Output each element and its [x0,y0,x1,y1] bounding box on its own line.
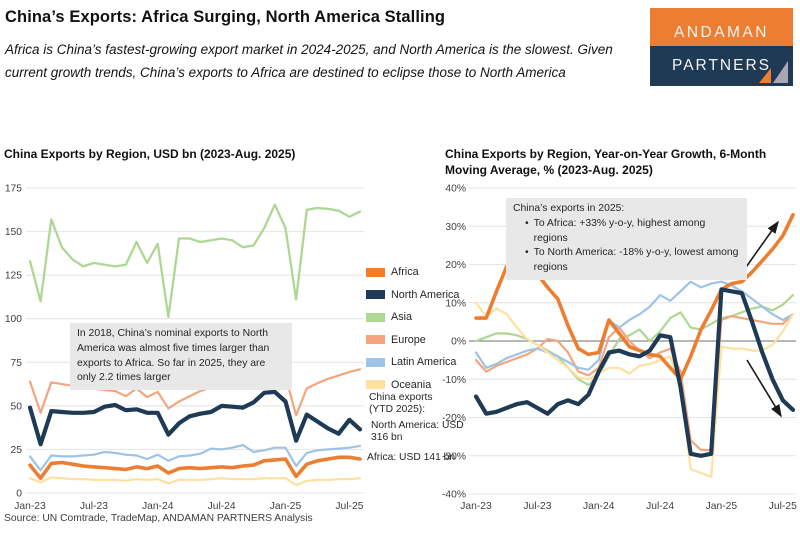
pct-chart-x-tick-label: Jul-23 [523,501,551,512]
pct-chart-y-tick-label: 20% [445,260,466,271]
usd-chart-line-africa [28,455,362,481]
pct-chart-y-tick-label: -20% [442,413,466,424]
right-annotation-bullet-north-america: • To North America: -18% y-o-y, lowest a… [513,246,740,276]
usd-chart-y-tick-label: 150 [5,227,22,238]
pct-chart-y-tick-label: 0% [451,337,466,348]
pct-chart-x-tick-label: Jan-24 [583,501,615,512]
legend-label: North America [391,288,460,301]
legend-label: Europe [391,333,426,346]
legend-label: Latin America [391,356,457,369]
legend-item-africa: Africa [366,261,459,284]
bullet-text: To North America: -18% y-o-y, lowest amo… [533,247,739,274]
bullet-icon: • [525,247,529,259]
usd-chart-y-tick-label: 125 [5,271,22,282]
pct-chart-y-tick-label: 10% [445,298,466,309]
right-chart-annotation-box: China’s exports in 2025: • To Africa: +3… [506,198,747,280]
pct-chart-x-tick-label: Jan-25 [706,501,738,512]
chart-legend: Africa North America Asia Europe Latin Ameri… [366,261,459,396]
legend-label: Oceania [391,378,432,391]
page-subtitle: Africa is China’s fastest-growing export… [5,42,613,80]
legend-item-europe: Europe [366,329,459,352]
pct-chart-y-tick-label: -10% [442,375,466,386]
pct-chart-x-tick-label: Jul-25 [769,501,797,512]
pct-chart-x-tick-label: Jul-24 [646,501,674,512]
andaman-partners-logo: ANDAMAN PARTNERS [650,8,793,86]
logo-partners-text: PARTNERS [672,57,771,74]
usd-chart-y-tick-label: 50 [11,401,23,412]
legend-swatch-north-america [366,290,385,300]
logo-wordmark-top: ANDAMAN [650,8,793,46]
pct-chart-line-latin-america [474,280,795,371]
africa-up-trend-arrow [743,220,779,271]
legend-swatch-oceania [366,380,385,390]
left-chart-title: China Exports by Region, USD bn (2023-Au… [4,147,296,161]
bullet-text: To Africa: +33% y-o-y, highest among reg… [533,217,706,244]
legend-item-asia: Asia [366,306,459,329]
legend-swatch-europe [366,335,385,345]
usd-chart-x-tick-label: Jan-24 [142,501,174,512]
legend-item-north-america: North America [366,284,459,307]
right-annotation-title: China’s exports in 2025: [513,203,625,214]
africa-ytd-value-label: Africa: USD 141 bn [367,452,456,463]
logo-wordmark-bottom: PARTNERS [650,46,793,86]
usd-chart-x-tick-label: Jul-24 [208,501,236,512]
legend-swatch-africa [366,267,385,277]
north-america-ytd-value-label: North America: USD 316 bn [371,420,464,443]
legend-label: Asia [391,311,413,324]
legend-swatch-asia [366,312,385,322]
pct-chart-y-tick-label: -30% [442,451,466,462]
pct-chart-x-tick-label: Jan-23 [460,501,492,512]
usd-chart-y-tick-label: 0 [16,489,22,500]
usd-chart-x-tick-label: Jan-25 [270,501,302,512]
usd-chart-y-tick-label: 75 [11,358,23,369]
pct-chart-line-oceania [474,301,795,478]
north-america-down-trend-arrow [746,359,782,418]
pct-chart-y-tick-label: 40% [445,184,466,195]
usd-chart-line-north-america [27,389,363,447]
legend-item-oceania: Oceania [366,374,459,397]
page-title: China’s Exports: Africa Surging, North A… [5,8,446,26]
usd-chart-x-tick-label: Jan-23 [14,501,46,512]
right-annotation-bullet-africa: • To Africa: +33% y-o-y, highest among r… [513,217,740,247]
usd-chart-line-oceania [28,476,362,487]
left-chart-annotation-box: In 2018, China’s nominal exports to Nort… [70,323,292,391]
usd-chart-y-tick-label: 100 [5,314,22,325]
pct-chart-line-europe [474,313,795,452]
legend-swatch-latin-america [366,357,385,367]
legend-label: Africa [391,266,419,279]
usd-chart-x-tick-label: Jul-25 [335,501,363,512]
usd-chart-y-tick-label: 175 [5,184,22,195]
usd-chart-x-tick-label: Jul-23 [80,501,108,512]
ytd-exports-label: China exports (YTD 2025): [369,392,433,415]
pct-chart-y-tick-label: 30% [445,222,466,233]
pct-chart-y-tick-label: -40% [442,490,466,501]
bullet-icon: • [525,217,529,229]
pct-chart-line-north-america [473,287,796,458]
usd-chart-line-asia [28,203,362,319]
right-chart-title: China Exports by Region, Year-on-Year Gr… [445,147,767,177]
usd-chart-line-latin-america [28,444,362,472]
usd-chart-y-tick-label: 25 [11,445,23,456]
legend-item-latin-america: Latin America [366,351,459,374]
source-note: Source: UN Comtrade, TradeMap, ANDAMAN P… [4,513,313,524]
